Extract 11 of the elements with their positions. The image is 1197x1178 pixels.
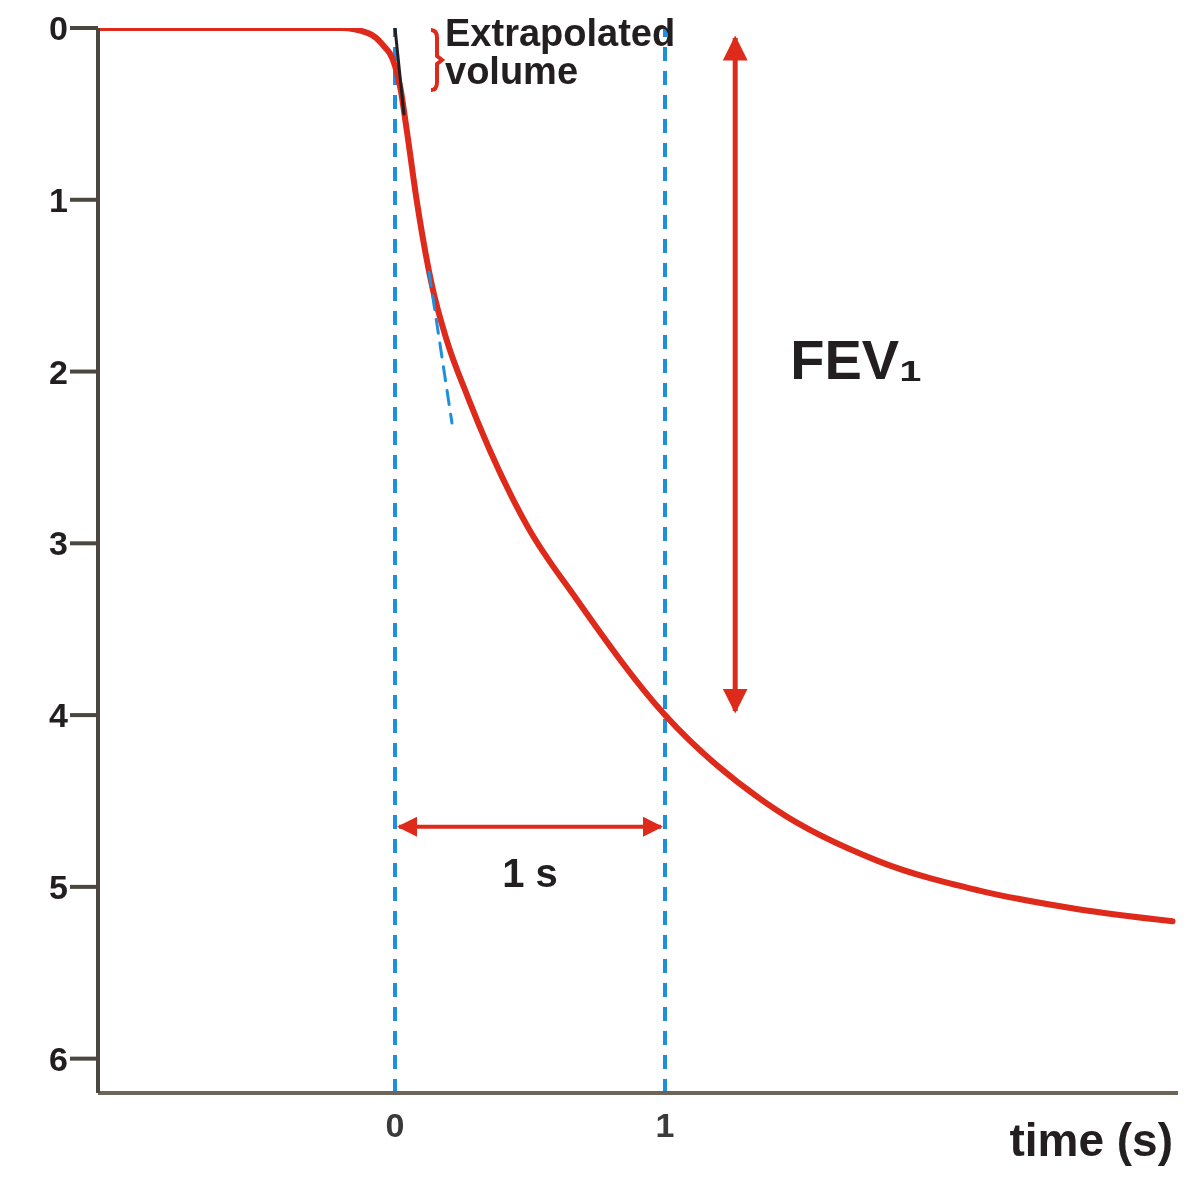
y-tick-label: 6 bbox=[49, 1039, 68, 1078]
annotation: FEV₁ bbox=[790, 326, 924, 392]
y-tick-label: 4 bbox=[49, 696, 69, 735]
y-tick-label: 2 bbox=[49, 352, 68, 391]
y-tick-label: 0 bbox=[49, 9, 68, 48]
y-tick-label: 3 bbox=[49, 524, 68, 563]
y-tick-label: 5 bbox=[49, 867, 68, 906]
x-axis-title: time (s) bbox=[1009, 1114, 1173, 1166]
y-tick-label: 1 bbox=[49, 180, 68, 219]
annotation: Extrapolated volume bbox=[445, 13, 677, 92]
annotation: 1 s bbox=[502, 850, 558, 895]
